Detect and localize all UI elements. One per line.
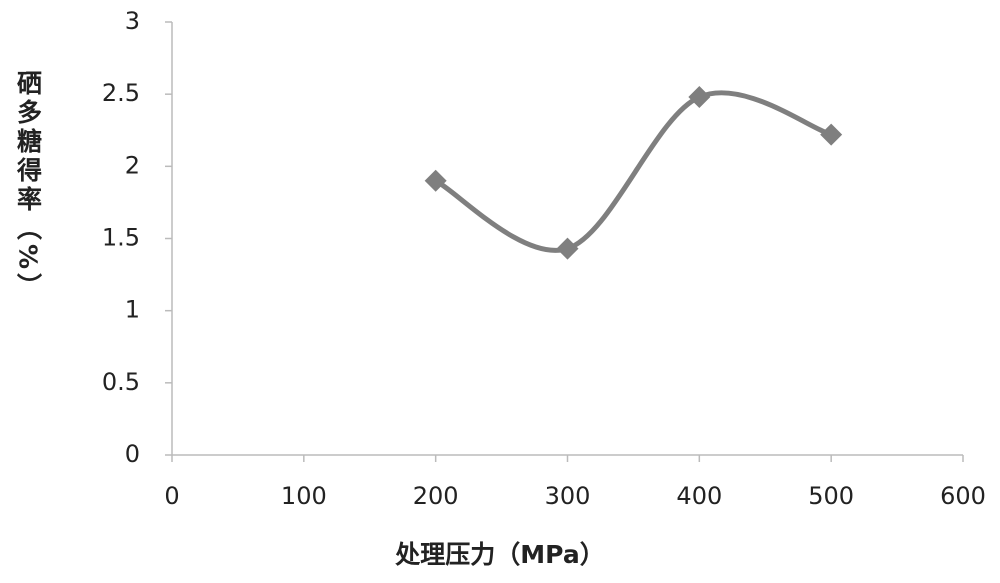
data-point (424, 169, 447, 192)
x-tick-label: 600 (940, 482, 986, 510)
x-tick-label: 100 (281, 482, 327, 510)
x-tick-label: 300 (545, 482, 591, 510)
y-tick-label: 3 (125, 7, 140, 35)
y-tick-label: 2 (125, 151, 140, 179)
series-line (434, 90, 832, 253)
y-tick-label: 0.5 (102, 368, 140, 396)
y-tick-label: 1 (125, 296, 140, 324)
y-axis-title: 硒多糖得率（%） (14, 70, 44, 302)
x-axis-title: 处理压力（MPa） (394, 540, 604, 569)
x-tick-label: 0 (164, 482, 179, 510)
data-point (820, 123, 843, 146)
y-tick-label: 0 (125, 440, 140, 468)
x-tick-label: 400 (676, 482, 722, 510)
data-point (556, 237, 579, 260)
y-tick-label: 1.5 (102, 224, 140, 252)
data-point (688, 86, 711, 109)
x-tick-label: 500 (808, 482, 854, 510)
y-tick-label: 2.5 (102, 79, 140, 107)
x-tick-label: 200 (413, 482, 459, 510)
